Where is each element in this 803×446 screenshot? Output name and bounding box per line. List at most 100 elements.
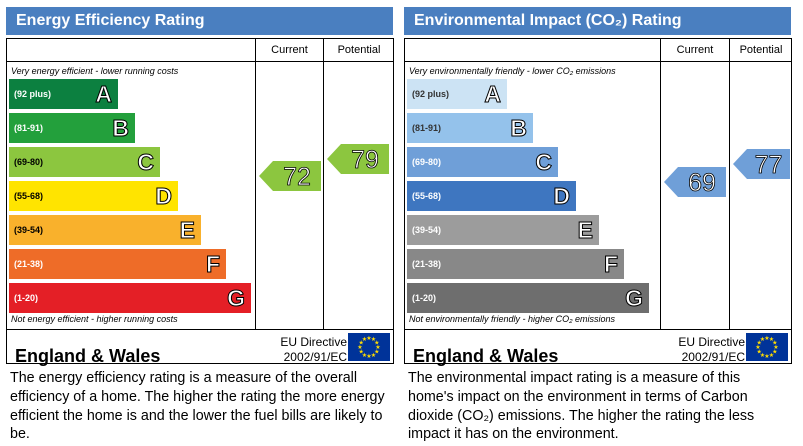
svg-text:★: ★ (760, 352, 765, 359)
band-range: (81-91) (412, 123, 442, 133)
rating-arrow-shape (327, 144, 389, 174)
svg-text:★: ★ (772, 340, 777, 347)
band-range: (69-80) (14, 157, 44, 167)
eu-directive-line1: EU Directive (678, 335, 745, 349)
rating-band-f: (21-38) F (407, 249, 624, 279)
band-letter: D (155, 183, 173, 210)
description: The energy efficiency rating is a measur… (10, 370, 385, 443)
svg-text:★: ★ (760, 336, 765, 343)
band-letter: F (205, 251, 220, 278)
top-note: Very environmentally friendly - lower CO… (409, 66, 616, 76)
svg-text:★: ★ (769, 352, 774, 359)
band-range: (1-20) (14, 293, 39, 303)
band-letter: B (112, 115, 130, 142)
band-letter: E (577, 217, 593, 244)
svg-text:★: ★ (362, 336, 367, 343)
rating-band-d: (55-68) D (9, 181, 178, 211)
svg-text:★: ★ (359, 340, 364, 347)
bottom-note: Not environmentally friendly - higher CO… (409, 314, 616, 324)
current-column-header: Current (676, 44, 714, 56)
rating-value: 77 (755, 151, 783, 179)
current-rating-arrow: 69 (664, 167, 726, 197)
energy-efficiency-panel: Energy Efficiency Rating Current Potenti… (6, 7, 395, 443)
rating-band-f: (21-38) F (9, 249, 226, 279)
band-letter: G (227, 285, 246, 312)
svg-text:★: ★ (362, 352, 367, 359)
rating-band-c: (69-80) C (9, 147, 160, 177)
band-range: (39-54) (412, 225, 442, 235)
band-letter: C (137, 149, 155, 176)
band-letter: C (535, 149, 553, 176)
rating-band-b: (81-91) B (9, 113, 135, 143)
potential-column-header: Potential (337, 44, 381, 56)
rating-chart: Current Potential Very energy efficient … (6, 38, 394, 366)
eu-flag-icon: ★ ★ ★ ★ ★ ★ ★ ★ ★ ★ ★ ★ (746, 333, 788, 361)
svg-text:★: ★ (764, 335, 769, 342)
current-rating-arrow: 72 (259, 161, 321, 191)
rating-value: 79 (351, 146, 379, 174)
svg-text:★: ★ (764, 353, 769, 360)
band-range: (39-54) (14, 225, 44, 235)
band-range: (55-68) (14, 191, 44, 201)
band-range: (21-38) (412, 259, 442, 269)
current-column-header: Current (271, 44, 308, 56)
svg-text:★: ★ (772, 349, 777, 356)
band-range: (69-80) (412, 157, 442, 167)
eu-directive-line2: 2002/91/EC (283, 350, 347, 364)
band-letter: A (95, 81, 113, 108)
rating-band-c: (69-80) C (407, 147, 558, 177)
band-letter: A (484, 81, 502, 108)
band-letter: G (625, 285, 644, 312)
description: The environmental impact rating is a mea… (408, 370, 755, 443)
band-range: (55-68) (412, 191, 442, 201)
region-label: England & Wales (413, 346, 559, 366)
band-range: (92 plus) (412, 89, 450, 99)
rating-arrow-shape (664, 167, 726, 197)
rating-value: 72 (283, 163, 311, 191)
region-label: England & Wales (15, 346, 161, 366)
rating-band-g: (1-20) G (9, 283, 251, 313)
rating-chart: Current Potential Very environmentally f… (404, 38, 792, 366)
potential-rating-arrow: 79 (327, 144, 389, 174)
band-letter: F (603, 251, 618, 278)
svg-text:★: ★ (755, 344, 760, 351)
svg-text:★: ★ (374, 340, 379, 347)
top-note: Very energy efficient - lower running co… (11, 66, 179, 76)
rating-band-g: (1-20) G (407, 283, 649, 313)
svg-text:★: ★ (366, 353, 371, 360)
svg-text:★: ★ (769, 336, 774, 343)
svg-text:★: ★ (374, 349, 379, 356)
rating-band-d: (55-68) D (407, 181, 576, 211)
rating-band-a: (92 plus) A (9, 79, 118, 109)
rating-band-e: (39-54) E (407, 215, 599, 245)
potential-rating-arrow: 77 (733, 149, 790, 179)
eu-flag-icon: ★ ★ ★ ★ ★ ★ ★ ★ ★ ★ ★ ★ (348, 333, 390, 361)
svg-text:★: ★ (357, 344, 362, 351)
environmental-impact-panel: Environmental Impact (CO₂) Rating Curren… (404, 7, 793, 443)
svg-text:★: ★ (773, 344, 778, 351)
bottom-note: Not energy efficient - higher running co… (11, 314, 178, 324)
band-range: (81-91) (14, 123, 44, 133)
rating-arrow-shape (259, 161, 321, 191)
rating-band-a: (92 plus) A (407, 79, 507, 109)
svg-text:★: ★ (375, 344, 380, 351)
rating-band-b: (81-91) B (407, 113, 533, 143)
eu-directive: EU Directive 2002/91/EC (673, 335, 745, 365)
band-letter: D (553, 183, 571, 210)
band-range: (1-20) (412, 293, 437, 303)
svg-text:★: ★ (366, 335, 371, 342)
potential-column-header: Potential (739, 44, 783, 56)
rating-band-e: (39-54) E (9, 215, 201, 245)
panel-title: Energy Efficiency Rating (6, 7, 393, 35)
band-range: (92 plus) (14, 89, 52, 99)
band-letter: B (510, 115, 528, 142)
band-range: (21-38) (14, 259, 44, 269)
band-letter: E (179, 217, 195, 244)
svg-text:★: ★ (757, 349, 762, 356)
eu-directive: EU Directive 2002/91/EC (275, 335, 347, 365)
svg-text:★: ★ (371, 336, 376, 343)
rating-arrow-shape (733, 149, 790, 179)
panel-title: Environmental Impact (CO₂) Rating (404, 7, 791, 35)
svg-text:★: ★ (359, 349, 364, 356)
rating-value: 69 (688, 169, 716, 197)
